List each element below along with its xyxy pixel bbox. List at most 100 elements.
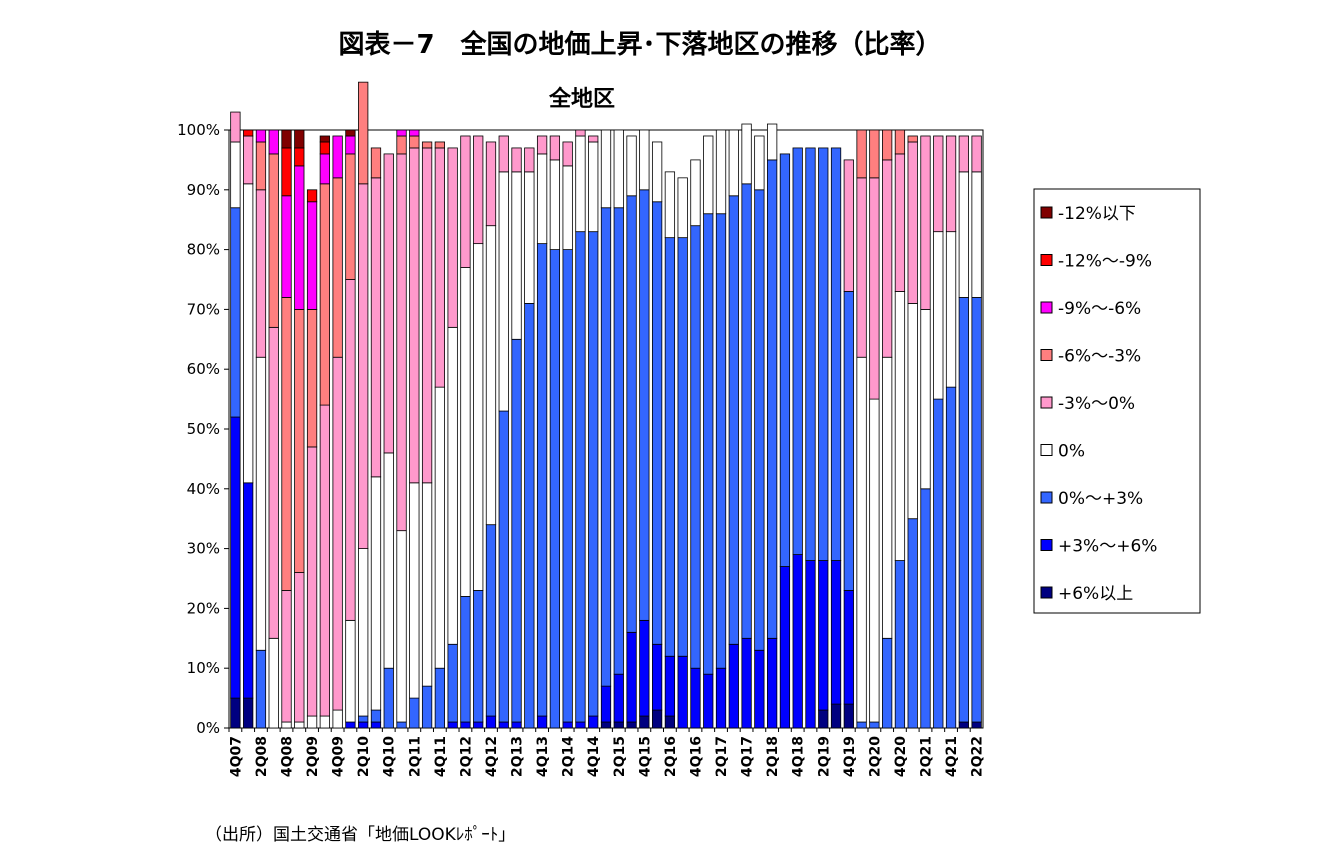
x-tick-label: 2Q09	[305, 736, 321, 777]
bar-segment	[639, 619, 650, 717]
bar-segment	[830, 560, 842, 705]
bar-segment	[294, 721, 305, 729]
x-tick-label: 2Q10	[356, 736, 372, 777]
legend-label: +6%以上	[1058, 584, 1133, 604]
bar-segment	[396, 530, 407, 723]
bar-segment	[754, 649, 765, 729]
x-tick-label: 4Q15	[637, 736, 653, 777]
bar-segment	[383, 153, 394, 454]
legend-swatch	[1040, 254, 1053, 266]
bar-segment	[856, 356, 867, 723]
bar-segment	[664, 237, 676, 657]
bar-segment	[460, 267, 471, 597]
legend-label: -12%以下	[1058, 204, 1136, 224]
bar-segment	[843, 291, 854, 591]
bar-segment	[268, 637, 279, 729]
bar-segment	[894, 129, 906, 155]
bar-segment	[498, 171, 509, 412]
legend-swatch	[1040, 301, 1053, 314]
y-tick-label: 30%	[187, 540, 220, 558]
y-tick-label: 40%	[187, 480, 220, 498]
bar-segment	[856, 721, 867, 729]
legend: -12%以下 -12%～-9% -9%～-6% -6%～-3% -3%～0% 0% 0%～+…	[1033, 188, 1201, 614]
bar-segment	[524, 303, 535, 729]
bar-segment	[779, 153, 791, 567]
bar-segment	[358, 715, 369, 723]
bar-segment	[255, 129, 267, 143]
bar-segment	[536, 715, 548, 729]
bar-segment	[894, 291, 906, 561]
bar-segment	[294, 308, 305, 573]
bar-segment	[703, 135, 714, 215]
bar-segment	[664, 715, 676, 729]
x-tick-label: 2Q14	[561, 736, 577, 777]
y-tick-label: 90%	[187, 181, 220, 199]
bar-segment	[421, 482, 433, 687]
bar-segment	[268, 129, 279, 155]
x-tick-label: 4Q12	[484, 736, 500, 777]
bar-segment	[907, 141, 918, 304]
source-note: （出所）国土交通省「地価LOOKﾚﾎﾟｰﾄ」	[205, 825, 515, 845]
bar-segment	[575, 231, 586, 723]
bar-segment	[409, 135, 420, 149]
bar-segment	[332, 356, 343, 711]
bar-segment	[243, 482, 254, 699]
bar-segment	[728, 195, 739, 645]
bar-segment	[945, 135, 957, 233]
legend-label: -9%～-6%	[1058, 299, 1141, 319]
bar-segment	[460, 135, 471, 268]
bar-segment	[345, 279, 356, 621]
bar-segment	[920, 308, 931, 490]
x-tick-label: 2Q22	[970, 736, 986, 777]
bar-segment	[421, 685, 433, 729]
bar-segment	[869, 721, 880, 729]
bar-segment	[958, 721, 969, 729]
bar-segment	[536, 135, 548, 155]
bar-segment	[345, 619, 356, 723]
bar-segment	[306, 715, 318, 729]
bar-segment	[588, 715, 599, 729]
bar-segment	[830, 703, 842, 729]
bar-segment	[600, 129, 612, 209]
bar-segment	[268, 153, 279, 328]
bar-segment	[243, 183, 254, 484]
bar-segment	[600, 721, 612, 729]
bar-segment	[703, 673, 714, 729]
bar-segment	[626, 195, 637, 633]
bar-segment	[575, 721, 586, 729]
bar-segment	[894, 153, 906, 292]
bar-segment	[345, 721, 356, 729]
bar-segment	[600, 685, 612, 723]
bar-segment	[882, 356, 893, 639]
bar-segment	[830, 147, 842, 561]
bar-segment	[882, 129, 893, 161]
bar-segment	[549, 159, 561, 250]
x-tick-label: 2Q18	[765, 736, 781, 777]
bar-segment	[818, 147, 829, 561]
bar-segment	[690, 667, 701, 729]
bar-segment	[971, 721, 982, 729]
x-tick-label: 4Q09	[331, 736, 347, 777]
bar-segment	[447, 721, 458, 729]
bar-segment	[958, 135, 969, 173]
bar-segment	[933, 135, 944, 233]
bar-segment	[473, 721, 484, 729]
x-tick-label: 4Q16	[688, 736, 704, 777]
bar-segment	[767, 637, 778, 729]
chart-title: 図表－7 全国の地価上昇･下落地区の推移（比率）	[338, 29, 941, 60]
bar-segment	[306, 446, 318, 717]
bar-segment	[447, 147, 458, 328]
bar-segment	[767, 159, 778, 639]
x-tick-label: 2Q12	[458, 736, 474, 777]
bar-segment	[421, 147, 433, 484]
bar-segment	[281, 721, 292, 729]
bar-segment	[409, 147, 420, 484]
bar-segment	[894, 560, 906, 729]
bar-segment	[434, 141, 446, 149]
bar-segment	[383, 667, 394, 729]
bar-segment	[306, 189, 318, 203]
x-tick-label: 4Q08	[280, 736, 296, 777]
bar-segment	[230, 111, 241, 143]
bar-segment	[255, 649, 267, 729]
